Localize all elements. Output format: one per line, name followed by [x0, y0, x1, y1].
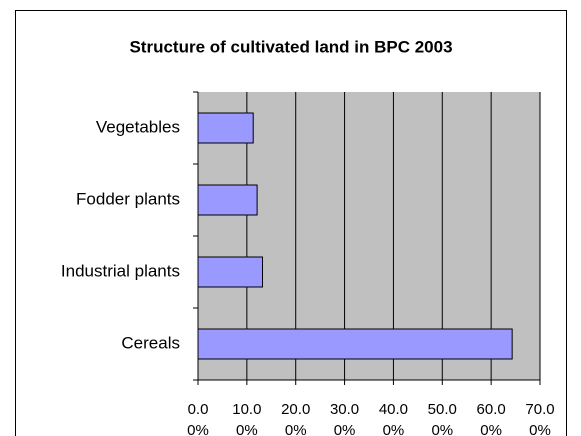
x-tick-label: 40.00%	[378, 401, 409, 436]
y-tick-label: Vegetables	[96, 117, 180, 136]
x-tick-label: 10.00%	[232, 401, 262, 436]
x-tick-label: 70.00%	[525, 401, 555, 436]
x-tick-label: 60.00%	[476, 401, 506, 436]
x-tick-label: 0.00%	[187, 401, 209, 436]
bar	[197, 112, 254, 144]
x-tick-label: 20.00%	[281, 401, 311, 436]
chart-title: Structure of cultivated land in BPC 2003	[129, 37, 452, 56]
y-tick-label: Industrial plants	[61, 261, 180, 280]
x-tick-label: 30.00%	[329, 401, 360, 436]
bar	[197, 184, 258, 216]
y-tick-label: Cereals	[121, 333, 180, 352]
y-tick-label: Fodder plants	[76, 189, 180, 208]
bar	[197, 256, 263, 288]
bar	[197, 328, 513, 360]
x-tick-label: 50.00%	[427, 401, 457, 436]
